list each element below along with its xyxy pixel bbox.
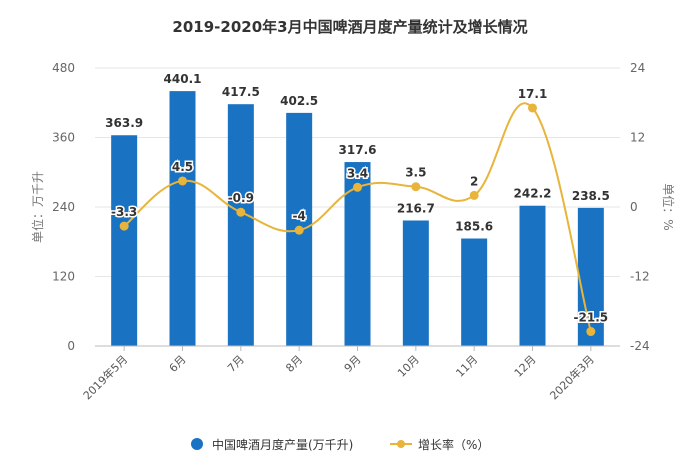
line-point <box>411 182 421 192</box>
x-tick-label: 6月 <box>167 353 189 375</box>
left-tick-label: 240 <box>52 200 75 214</box>
line-value-label: 3.5 <box>405 166 426 180</box>
legend-line-marker <box>397 440 405 448</box>
bar <box>461 238 488 346</box>
line-point <box>586 327 596 337</box>
bar-value-label: 216.7 <box>397 201 435 215</box>
legend-bar-label[interactable]: 中国啤酒月度产量(万千升) <box>212 437 353 452</box>
right-tick-label: 12 <box>630 131 645 145</box>
left-tick-label: 120 <box>52 270 75 284</box>
bar-value-label: 238.5 <box>572 189 610 203</box>
bar <box>519 205 546 346</box>
left-axis-label: 单位：万千升 <box>30 171 45 243</box>
growth-rate-line <box>123 102 592 332</box>
bar <box>227 104 254 347</box>
line-value-label: -0.9 <box>228 191 254 205</box>
bar <box>169 91 196 346</box>
bar-value-label: 242.2 <box>514 187 552 201</box>
right-tick-label: 0 <box>630 200 638 214</box>
line-point <box>353 182 362 192</box>
bar <box>402 220 429 346</box>
right-tick-label: -12 <box>630 270 650 284</box>
x-tick-label: 9月 <box>342 353 364 375</box>
bar-value-label: 417.5 <box>222 85 260 99</box>
left-tick-label: 480 <box>52 61 75 75</box>
line-value-label: -4 <box>292 209 305 223</box>
chart-title: 2019-2020年3月中国啤酒月度产量统计及增长情况 <box>172 18 527 36</box>
bar-value-label: 440.1 <box>164 72 202 86</box>
left-axis-ticks: 0 120 240 360 480 <box>52 61 75 353</box>
line-point <box>469 190 479 200</box>
line-point <box>236 207 246 217</box>
right-tick-label: 24 <box>630 61 645 75</box>
legend-line-label[interactable]: 增长率（%） <box>418 437 489 452</box>
bar-series <box>111 91 604 347</box>
right-axis-label: 单位：% <box>661 183 676 230</box>
bar <box>111 135 138 346</box>
line-data-labels: -3.3 4.5 -0.9 -4 3.4 3.5 2 17.1 -21.5 <box>110 85 610 326</box>
bar <box>577 207 604 346</box>
x-tick-label: 10月 <box>395 353 422 380</box>
x-tick-label: 2019年5月 <box>80 352 130 402</box>
line-point <box>119 221 129 231</box>
right-tick-label: -24 <box>630 339 650 353</box>
bar-data-labels: 363.9 440.1 417.5 402.5 317.6 216.7 185.6 242.2… <box>105 72 610 233</box>
line-value-label: -3.3 <box>111 205 137 219</box>
line-point <box>528 103 537 113</box>
line-value-label: 4.5 <box>172 160 193 174</box>
line-series <box>119 102 596 337</box>
x-tick-label: 11月 <box>453 353 480 380</box>
line-point <box>178 176 187 186</box>
line-value-label: 2 <box>470 174 478 188</box>
bar-value-label: 317.6 <box>339 143 377 157</box>
left-tick-label: 0 <box>67 339 75 353</box>
bar-value-label: 185.6 <box>455 220 493 234</box>
line-value-label: 17.1 <box>518 87 548 101</box>
x-tick-label: 8月 <box>283 353 305 375</box>
right-axis-ticks: -24 -12 0 12 24 <box>630 61 650 353</box>
x-tick-label: 7月 <box>225 353 247 375</box>
line-value-label: 3.4 <box>347 166 368 180</box>
x-axis: 2019年5月 6月 7月 8月 9月 10月 11月 12月 2020年3月 <box>80 345 620 402</box>
line-point <box>294 225 304 235</box>
legend-bar-marker <box>191 438 203 450</box>
x-tick-label: 2020年3月 <box>547 352 597 402</box>
legend: 中国啤酒月度产量(万千升) 增长率（%） <box>191 437 489 452</box>
bar-value-label: 363.9 <box>105 116 143 130</box>
left-tick-label: 360 <box>52 131 75 145</box>
bar-value-label: 402.5 <box>280 94 318 108</box>
line-value-label: -21.5 <box>574 311 609 325</box>
x-tick-label: 12月 <box>512 353 539 380</box>
